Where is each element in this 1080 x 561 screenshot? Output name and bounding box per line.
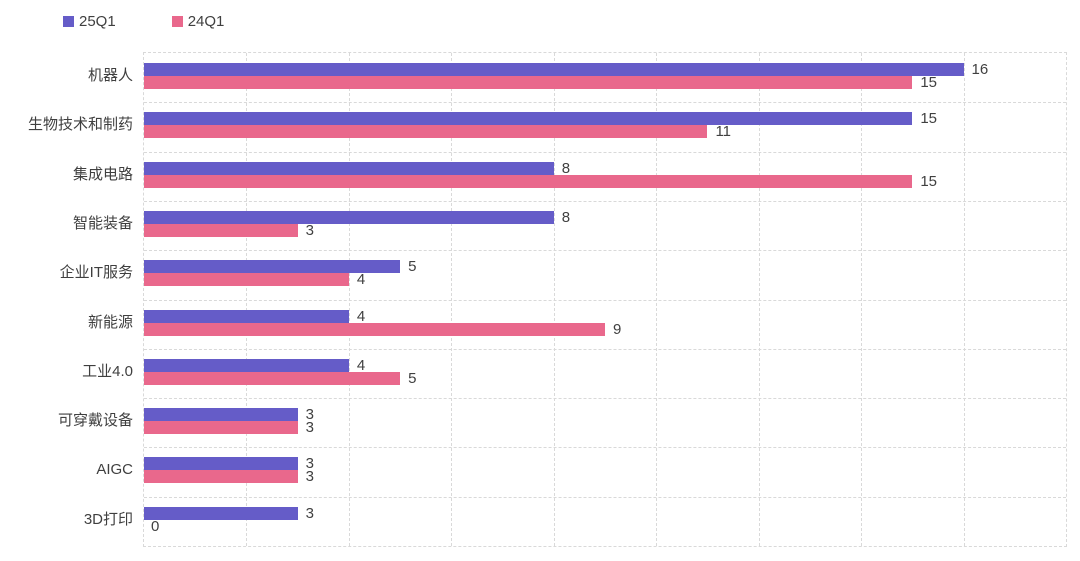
bar-25q1 — [144, 506, 298, 520]
bar-25q1 — [144, 358, 349, 372]
gridline-horizontal — [144, 496, 1066, 498]
category-label: 新能源 — [87, 313, 133, 331]
category-label: AIGC — [96, 461, 133, 479]
gridline-horizontal — [144, 299, 1066, 301]
bar-value-label: 16 — [971, 61, 989, 78]
gridline-horizontal — [144, 348, 1066, 350]
legend-swatch-24q1-icon — [171, 16, 183, 27]
bar-24q1 — [144, 322, 605, 336]
bar-24q1 — [144, 223, 298, 237]
bar-25q1 — [144, 309, 349, 323]
bar-value-label: 4 — [356, 307, 366, 325]
gridline-horizontal — [144, 398, 1066, 400]
gridline-horizontal — [144, 102, 1066, 104]
category-label: 智能装备 — [72, 214, 133, 232]
bar-24q1 — [144, 76, 913, 89]
bar-25q1 — [144, 210, 554, 224]
bar-value-label: 4 — [356, 271, 366, 289]
bar-value-label: 15 — [920, 74, 938, 91]
bar-value-label: 4 — [356, 356, 366, 374]
chart-legend: 25Q1 24Q1 — [63, 14, 224, 29]
bar-value-label: 15 — [920, 172, 938, 190]
bar-25q1 — [144, 63, 964, 76]
bar-25q1 — [144, 161, 554, 175]
category-label: 3D打印 — [83, 510, 133, 528]
bar-value-label: 9 — [613, 320, 622, 338]
legend-label-24q1: 24Q1 — [187, 13, 225, 30]
plot-area: 16 15 15 11 8 15 8 3 5 4 4 9 4 5 3 3 3 3 3 0 — [143, 52, 1067, 547]
gridline-horizontal — [144, 447, 1066, 449]
bar-24q1 — [144, 174, 913, 188]
bar-value-label: 8 — [561, 159, 571, 177]
category-label: 机器人 — [87, 67, 133, 84]
bar-24q1 — [144, 421, 298, 435]
legend-item-24q1: 24Q1 — [171, 13, 225, 30]
bar-25q1 — [144, 408, 298, 422]
bar-24q1 — [144, 273, 349, 287]
bar-value-label: 5 — [408, 258, 417, 276]
category-label: 生物技术和制药 — [27, 116, 133, 134]
bar-value-label: 15 — [920, 110, 938, 128]
bar-24q1 — [144, 125, 708, 139]
bar-25q1 — [144, 112, 913, 126]
gridline-horizontal — [144, 250, 1066, 252]
bar-value-label: 3 — [305, 455, 314, 473]
category-label: 集成电路 — [72, 165, 133, 183]
bar-value-label: 3 — [305, 419, 314, 437]
legend-item-25q1: 25Q1 — [63, 14, 116, 29]
legend-swatch-25q1-icon — [63, 16, 74, 27]
bar-value-label: 3 — [305, 468, 314, 486]
bar-25q1 — [144, 260, 401, 274]
gridline-horizontal — [144, 200, 1066, 202]
gridline-horizontal — [144, 151, 1066, 153]
legend-label-25q1: 25Q1 — [79, 13, 116, 30]
bar-value-label: 3 — [305, 221, 314, 239]
bar-24q1 — [144, 371, 401, 385]
bar-value-label: 0 — [151, 517, 160, 535]
bar-value-label: 8 — [561, 208, 571, 226]
category-axis: 机器人生物技术和制药集成电路智能装备企业IT服务新能源工业4.0 可穿戴设备 AIG… — [0, 52, 133, 545]
bar-value-label: 3 — [305, 504, 314, 522]
bar-25q1 — [144, 457, 298, 471]
bar-24q1 — [144, 470, 298, 484]
category-label: 可穿戴设备 — [57, 412, 133, 430]
bar-value-label: 3 — [305, 406, 314, 424]
category-label: 工业4.0 — [82, 362, 133, 380]
category-label: 企业IT服务 — [59, 264, 133, 282]
bar-value-label: 5 — [408, 369, 417, 387]
bar-value-label: 11 — [715, 123, 732, 141]
